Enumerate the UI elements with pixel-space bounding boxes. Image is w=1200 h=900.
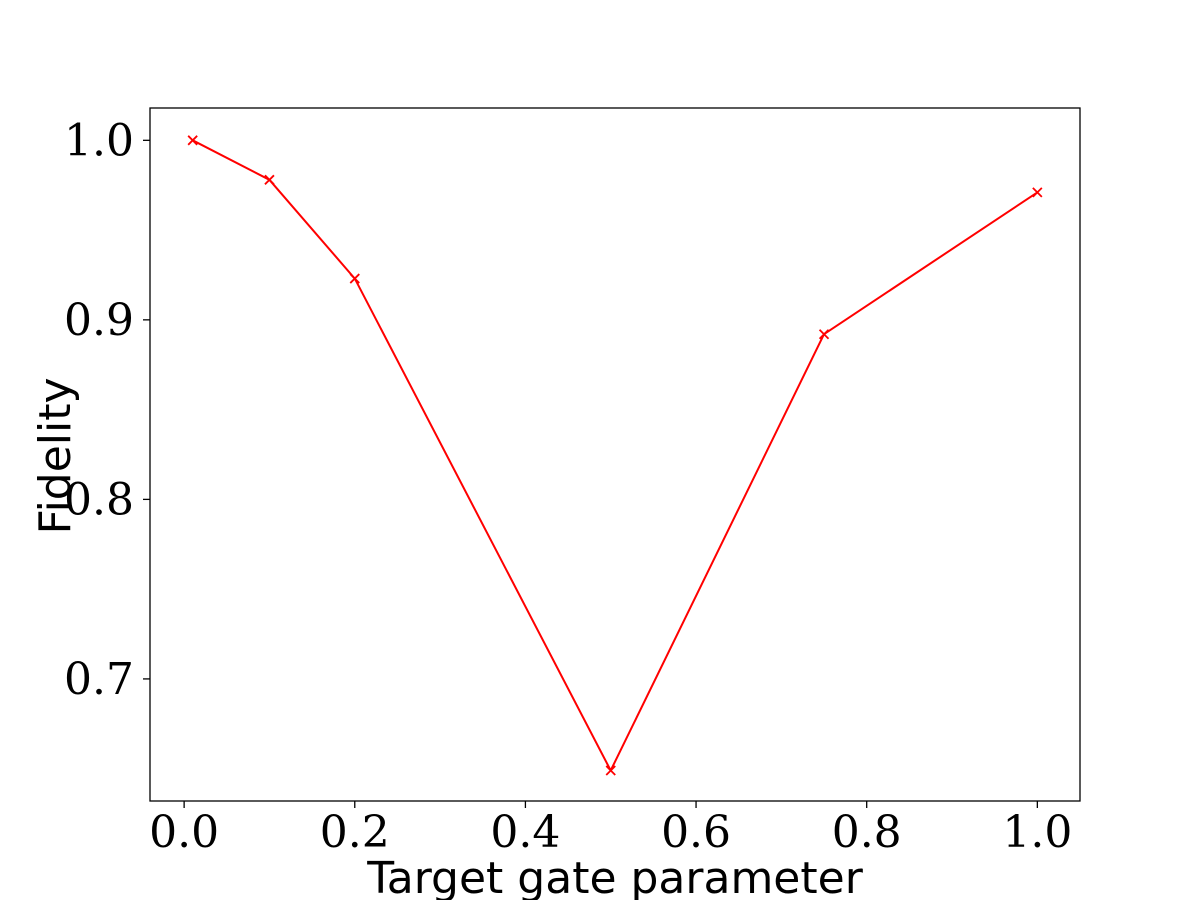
y-axis: 0.7 0.8 0.9 1.0: [64, 115, 150, 705]
x-tick-label: 0.0: [149, 807, 219, 858]
x-tick-label: 0.6: [661, 807, 731, 858]
y-tick-label: 0.7: [64, 654, 134, 705]
data-point-marker: [264, 174, 275, 185]
series-line: [192, 139, 1038, 772]
y-tick-label: 1.0: [64, 115, 134, 166]
x-tick-label: 0.4: [490, 807, 560, 858]
y-tick-label: 0.8: [64, 474, 134, 525]
plot-frame: [149, 107, 1081, 802]
x-axis-title: Target gate parameter: [366, 853, 864, 900]
x-tick-label: 1.0: [1002, 807, 1072, 858]
series-layer: [187, 135, 1043, 776]
data-point-marker: [349, 273, 360, 284]
data-point-marker: [1032, 187, 1043, 198]
data-point-marker: [187, 135, 198, 146]
data-point-marker: [605, 765, 616, 776]
x-axis: 0.0 0.2 0.4 0.6 0.8 1.0: [149, 801, 1072, 858]
x-tick-label: 0.2: [320, 807, 390, 858]
y-axis-title: Fidelity: [30, 377, 81, 534]
y-tick-label: 0.9: [64, 295, 134, 346]
x-tick-label: 0.8: [832, 807, 902, 858]
data-point-marker: [818, 329, 830, 340]
